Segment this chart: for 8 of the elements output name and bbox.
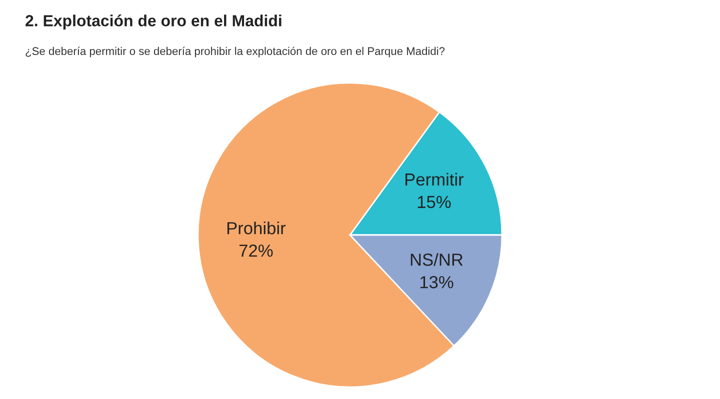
chart-title: 2. Explotación de oro en el Madidi [26,14,282,30]
data-label: 15% [418,196,451,208]
data-label: 72% [239,244,273,257]
slice-label: Permitir [405,172,464,186]
slice-label: NS/NR [410,253,463,266]
chart-subtitle: ¿Se debería permitir o se debería prohibir la explotación de oro en el Parque Madidi? [26,46,445,58]
slice-label: Prohibir [227,222,286,234]
data-label: 13% [420,276,454,288]
